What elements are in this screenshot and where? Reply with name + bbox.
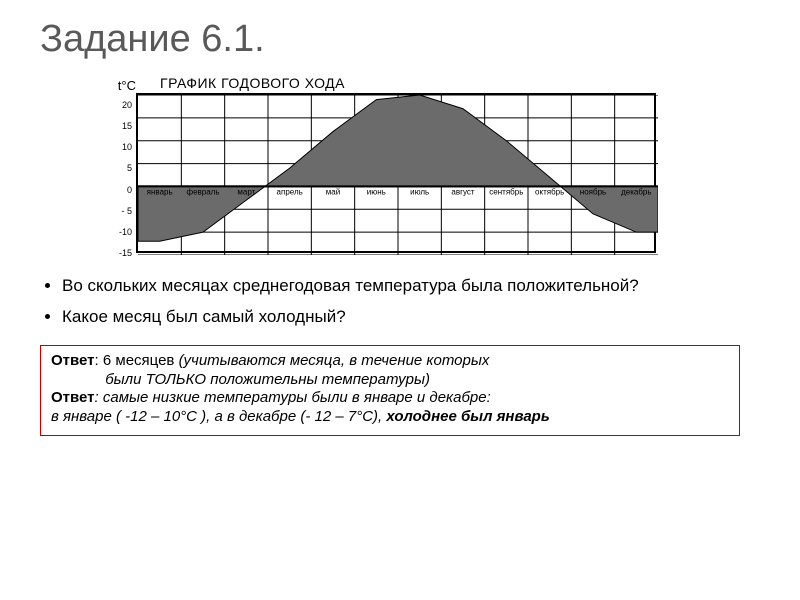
x-tick-label: июнь [367,187,386,196]
answer-italic-3: : самые низкие температуры были в январе… [95,389,491,406]
y-tick-label: -15 [119,247,132,259]
question-2: Какое месяц был самый холодный? [62,306,760,329]
answer-text-1: : 6 месяцев [95,352,179,369]
x-tick-label: январь [147,187,173,196]
chart-svg: январь февраль март апрель май июнь июль август… [138,95,658,255]
x-tick-label: февраль [186,187,219,196]
answer-bold: холоднее был январь [386,408,549,425]
question-1: Во скольких месяцах среднегодовая темпер… [62,275,760,298]
answer-italic-1: (учитываются месяца, в течение которых [179,352,490,369]
y-tick-label: 10 [122,141,132,153]
y-tick-label: 20 [122,99,132,111]
x-tick-label: ноябрь [580,187,606,196]
x-tick-label: май [326,187,340,196]
x-tick-label: сентябрь [489,187,523,196]
y-tick-label: 15 [122,120,132,132]
annual-temperature-chart: t°C ГРАФИК ГОДОВОГО ХОДА 20151050- 5-10-… [100,75,660,253]
answer-italic-2: были ТОЛЬКО положительны температуры) [105,371,430,388]
y-axis-unit: t°C [100,78,136,93]
chart-plot-area: январь февраль март апрель май июнь июль август… [136,93,656,253]
answer-label-2: Ответ [51,389,95,406]
y-axis-ticks: 20151050- 5-10-15 [100,93,136,253]
x-tick-label: декабрь [621,187,651,196]
y-tick-label: -10 [119,226,132,238]
chart-title: ГРАФИК ГОДОВОГО ХОДА [160,75,345,91]
x-tick-label: октябрь [535,187,564,196]
answer-label-1: Ответ [51,352,95,369]
answer-box: Ответ: 6 месяцев (учитываются месяца, в … [40,345,740,436]
answer-italic-4: в январе ( -12 – 10°С ), а в декабре (- … [51,408,386,425]
x-tick-label: июль [410,187,429,196]
y-tick-label: 5 [127,162,132,174]
y-tick-label: - 5 [121,205,132,217]
question-list: Во скольких месяцах среднегодовая темпер… [40,275,760,329]
x-tick-label: август [451,187,475,196]
x-tick-label: март [237,187,255,196]
y-tick-label: 0 [127,184,132,196]
page-title: Задание 6.1. [40,18,760,61]
x-tick-label: апрель [277,187,303,196]
